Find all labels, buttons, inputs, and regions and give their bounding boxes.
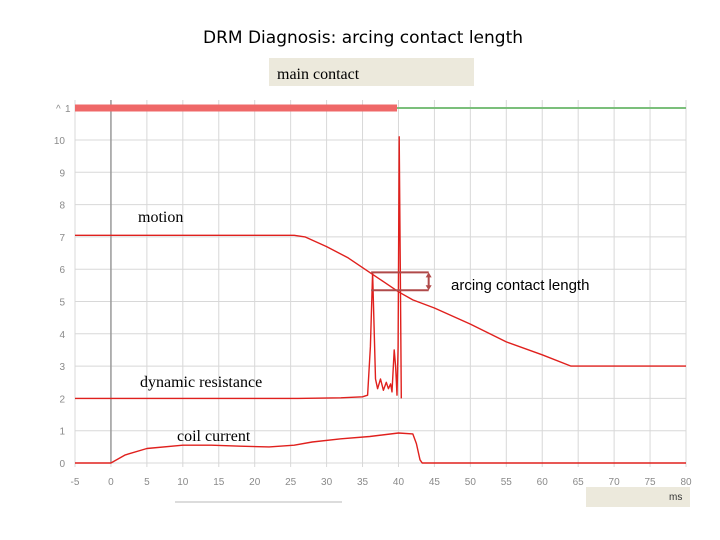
x-tick-label: 15 [213,477,225,488]
channel-marker-caret: ^ [56,104,61,115]
coil-current-label: coil current [177,428,251,445]
x-tick-label: -5 [71,477,80,488]
y-tick-label: 10 [54,136,66,147]
series-layer [75,136,686,464]
arcing-contact-marker [371,271,432,292]
x-tick-label: 25 [285,477,297,488]
x-unit-label: ms [669,492,682,503]
y-tick-label: 7 [59,233,65,244]
y-tick-label: 5 [59,298,65,309]
dynamic-resistance-label: dynamic resistance [140,374,262,391]
slide-title: DRM Diagnosis: arcing contact length [202,28,524,48]
x-tick-label: 55 [501,477,513,488]
x-tick-label: 60 [537,477,549,488]
y-tick-label: 8 [59,201,65,212]
y-tick-label: 9 [59,168,65,179]
x-tick-label: 70 [609,477,621,488]
x-tick-label: 75 [644,477,656,488]
x-tick-label: 5 [144,477,150,488]
axis-ticks: -5 0 5 10 15 20 25 30 35 40 45 50 55 60 65 70 75 80012345… [54,136,692,488]
channel-marker: ^ 1 [56,104,71,115]
x-tick-label: 30 [321,477,333,488]
x-unit-box [586,487,690,507]
x-tick-label: 20 [249,477,261,488]
arcing-arrow-down [425,285,432,291]
x-tick-label: 45 [429,477,441,488]
series-coil-current-line [75,432,686,464]
main-contact-label: main contact [277,66,360,83]
y-tick-label: 4 [59,330,65,341]
y-tick-label: 1 [59,427,65,438]
y-tick-label: 2 [59,394,65,405]
series-dynamic-resistance-line [75,136,402,400]
motion-label: motion [138,209,183,226]
main-contact-label-box [269,58,474,86]
grid [74,100,687,467]
y-tick-label: 0 [59,459,65,470]
y-tick-label: 6 [59,265,65,276]
x-tick-label: 0 [108,477,114,488]
channel-marker-number: 1 [65,104,71,115]
x-tick-label: 65 [573,477,585,488]
x-tick-label: 40 [393,477,405,488]
x-tick-label: 35 [357,477,369,488]
x-tick-label: 80 [680,477,692,488]
arcing-contact-length-label: arcing contact length [451,277,589,294]
series-motion-line [75,234,686,367]
x-tick-label: 10 [177,477,189,488]
y-tick-label: 3 [59,362,65,373]
arcing-arrow-up [425,272,432,278]
x-tick-label: 50 [465,477,477,488]
